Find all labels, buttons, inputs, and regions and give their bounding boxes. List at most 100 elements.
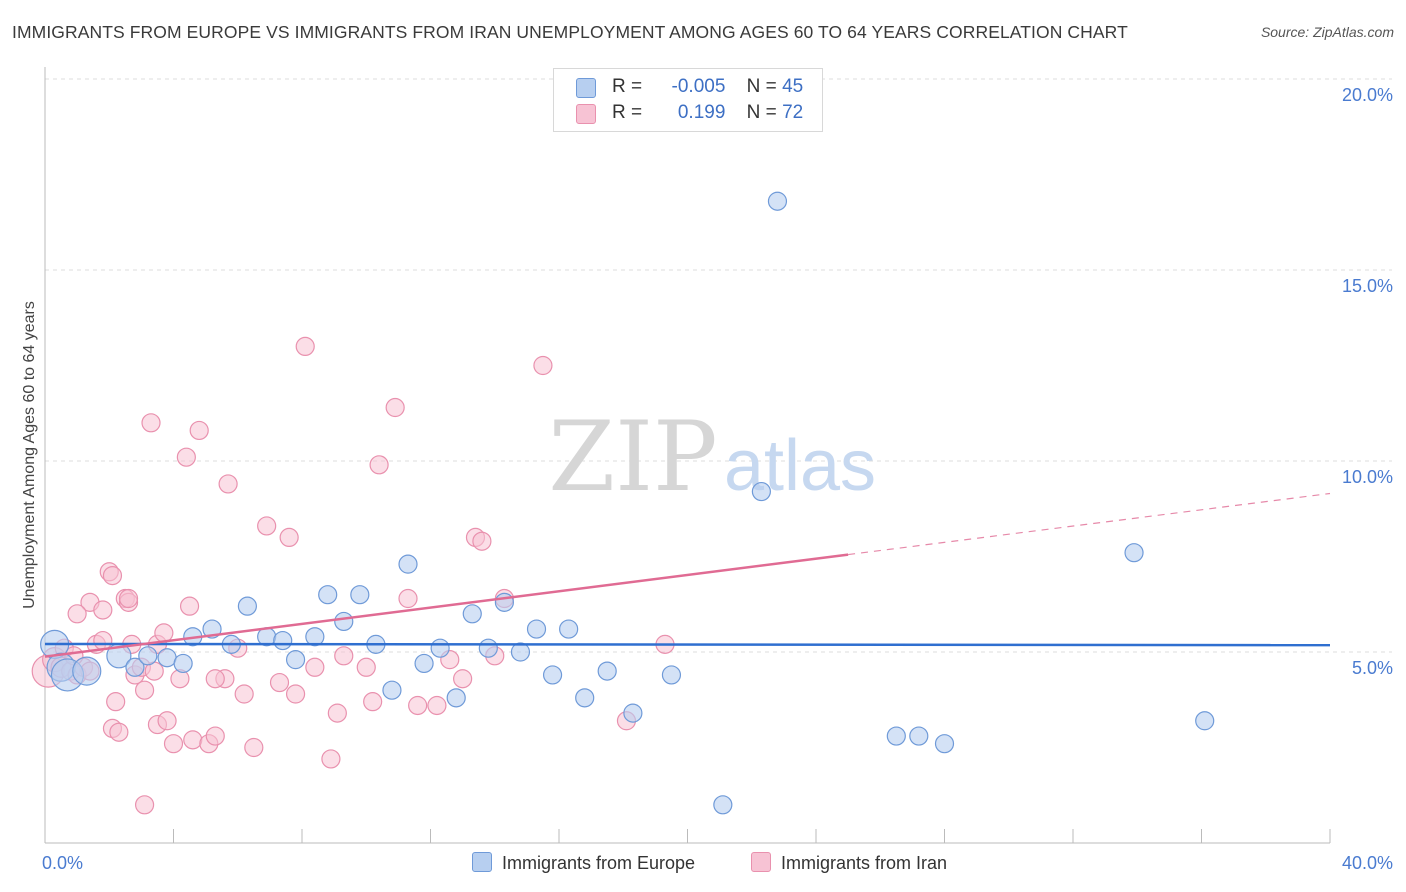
point-iran bbox=[134, 795, 155, 815]
point-europe bbox=[430, 638, 450, 658]
point-europe bbox=[446, 688, 466, 708]
point-europe bbox=[318, 585, 338, 605]
legend-iran-swatch bbox=[751, 852, 771, 872]
y-tick-label: 20.0% bbox=[1342, 85, 1393, 105]
source-label[interactable]: Source: ZipAtlas.com bbox=[1260, 24, 1394, 40]
point-europe bbox=[138, 646, 158, 666]
point-iran bbox=[257, 516, 277, 536]
point-europe bbox=[72, 656, 102, 686]
chart-title: IMMIGRANTS FROM EUROPE VS IMMIGRANTS FRO… bbox=[12, 22, 1128, 42]
point-iran bbox=[285, 684, 306, 704]
point-europe bbox=[305, 627, 325, 647]
point-iran bbox=[93, 600, 113, 620]
point-iran bbox=[109, 722, 129, 742]
point-iran bbox=[163, 734, 184, 754]
y-tick-label: 5.0% bbox=[1352, 658, 1393, 678]
point-europe bbox=[575, 688, 595, 708]
legend-europe-swatch bbox=[472, 852, 492, 872]
point-iran bbox=[141, 413, 161, 433]
point-iran bbox=[102, 565, 123, 586]
point-europe bbox=[713, 795, 733, 815]
point-europe bbox=[751, 481, 771, 502]
europe-n-value: 45 bbox=[782, 76, 804, 97]
point-europe bbox=[886, 726, 906, 746]
iran-swatch bbox=[576, 104, 596, 124]
point-europe bbox=[334, 611, 354, 632]
point-europe bbox=[526, 619, 547, 639]
point-iran bbox=[295, 336, 315, 356]
point-iran bbox=[356, 657, 376, 677]
point-iran bbox=[93, 630, 113, 651]
europe-n-label: N = bbox=[746, 76, 777, 97]
point-iran bbox=[218, 474, 238, 494]
point-iran bbox=[205, 726, 225, 746]
point-iran bbox=[453, 669, 473, 689]
point-europe bbox=[382, 680, 402, 700]
point-iran bbox=[179, 596, 200, 616]
point-iran bbox=[363, 692, 383, 712]
point-europe bbox=[510, 642, 531, 662]
point-iran bbox=[533, 355, 553, 376]
watermark-zip: ZIP bbox=[548, 401, 717, 513]
point-iran bbox=[189, 420, 209, 441]
point-europe bbox=[1124, 543, 1144, 563]
watermark-atlas: atlas bbox=[724, 426, 876, 506]
point-iran bbox=[398, 588, 418, 609]
y-tick-label: 15.0% bbox=[1342, 276, 1393, 296]
x-tick-label-max: 40.0% bbox=[1342, 853, 1393, 873]
correlation-legend: R = -0.005 N = 45 R = 0.199 N = 72 bbox=[553, 68, 823, 132]
y-axis-label: Unemployment Among Ages 60 to 64 years bbox=[21, 301, 38, 609]
point-iran bbox=[134, 680, 155, 700]
point-europe bbox=[285, 650, 306, 670]
point-europe bbox=[494, 592, 514, 612]
point-iran bbox=[67, 604, 87, 624]
iran-n-value: 72 bbox=[782, 102, 804, 123]
point-europe bbox=[1195, 711, 1215, 731]
point-iran bbox=[118, 588, 139, 609]
point-europe bbox=[173, 653, 193, 674]
point-iran bbox=[334, 646, 354, 666]
point-iran bbox=[106, 692, 126, 712]
x-tick-labels: 0.0% 40.0% bbox=[42, 853, 1393, 873]
point-iran bbox=[408, 695, 428, 716]
y-tick-label: 10.0% bbox=[1342, 467, 1393, 487]
legend-item-europe[interactable]: Immigrants from Europe bbox=[472, 852, 695, 874]
iran-r-value: 0.199 bbox=[677, 102, 726, 123]
axes bbox=[44, 67, 1331, 844]
point-iran bbox=[279, 527, 299, 548]
point-europe bbox=[623, 703, 643, 723]
legend-iran-label: Immigrants from Iran bbox=[781, 853, 948, 873]
trend-line-iran bbox=[44, 553, 849, 658]
point-europe bbox=[559, 619, 579, 639]
europe-r-label: R = bbox=[612, 76, 643, 97]
grid-lines bbox=[45, 78, 1392, 653]
legend-item-iran[interactable]: Immigrants from Iran bbox=[751, 852, 947, 874]
point-europe bbox=[542, 665, 563, 685]
point-europe bbox=[478, 638, 498, 658]
europe-swatch bbox=[576, 78, 596, 98]
legend-europe-label: Immigrants from Europe bbox=[502, 853, 696, 873]
point-europe bbox=[462, 604, 482, 624]
point-iran bbox=[472, 531, 492, 551]
point-iran bbox=[369, 455, 389, 475]
point-europe bbox=[661, 665, 682, 685]
point-europe bbox=[934, 734, 955, 754]
point-iran bbox=[321, 749, 341, 769]
point-iran bbox=[176, 447, 196, 467]
point-iran bbox=[234, 684, 254, 704]
point-europe bbox=[597, 661, 617, 681]
point-europe bbox=[273, 630, 293, 651]
point-iran bbox=[269, 672, 290, 693]
point-iran bbox=[157, 711, 177, 731]
point-europe bbox=[414, 653, 434, 674]
point-europe bbox=[767, 191, 788, 211]
point-europe bbox=[350, 585, 370, 605]
iran-n-label: N = bbox=[746, 102, 777, 123]
point-iran bbox=[183, 730, 203, 750]
point-iran bbox=[244, 737, 264, 758]
point-europe bbox=[398, 554, 418, 574]
watermark: ZIP atlas bbox=[548, 401, 876, 513]
point-iran bbox=[427, 695, 447, 716]
x-tick-label-min: 0.0% bbox=[42, 853, 83, 873]
